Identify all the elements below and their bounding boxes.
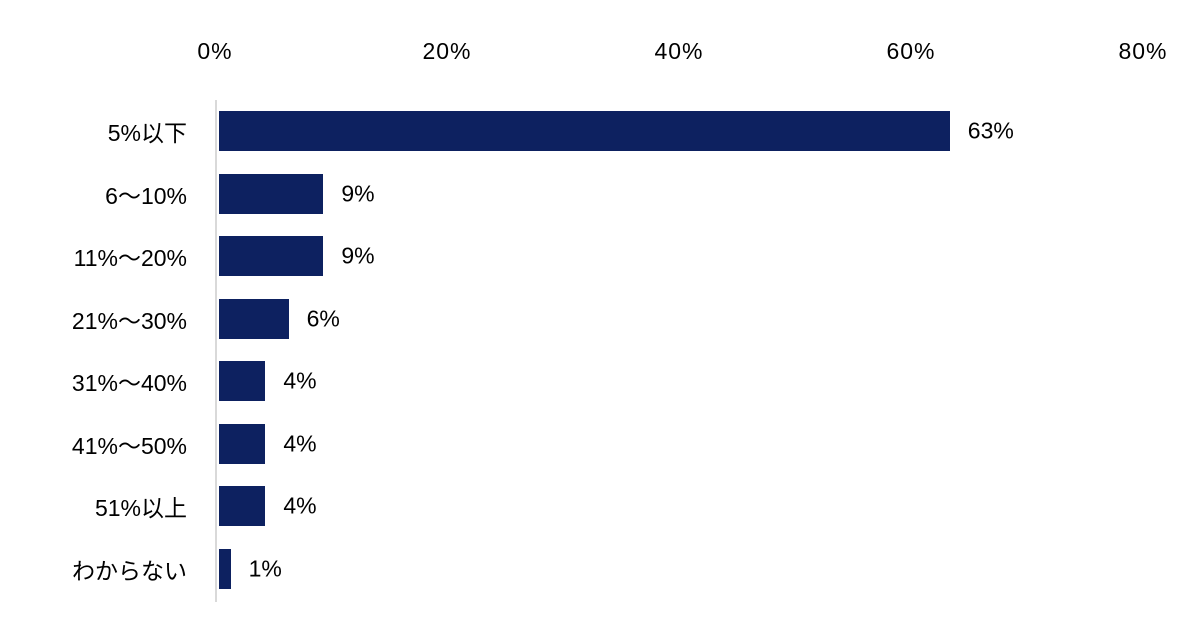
value-label: 1%	[248, 555, 282, 582]
x-axis-tick-label: 40%	[654, 38, 704, 64]
bar-row: 51%以上 4%	[0, 475, 1200, 538]
bar	[219, 423, 266, 464]
category-label: 6〜10%	[105, 182, 187, 209]
bar	[219, 548, 231, 589]
bar-row: 5%以下 63%	[0, 100, 1200, 163]
value-label: 6%	[306, 305, 340, 332]
bar-track: 4%	[217, 486, 1200, 527]
category-label: 51%以上	[94, 495, 187, 522]
category-label: 31%〜40%	[71, 370, 187, 397]
category-label: 41%〜50%	[71, 432, 187, 459]
bar-track: 63%	[217, 111, 1200, 152]
bar-row: 21%〜30% 6%	[0, 288, 1200, 351]
bar	[219, 111, 950, 152]
bar-row: 11%〜20% 9%	[0, 225, 1200, 288]
bar-row: わからない 1%	[0, 538, 1200, 601]
category-label: 11%〜20%	[73, 245, 187, 272]
category-label: 5%以下	[107, 120, 187, 147]
bar-track: 9%	[217, 236, 1200, 277]
bar-rows: 5%以下 63% 6〜10% 9% 11%〜20% 9% 21%〜30% 6% 31%〜40% 4…	[0, 100, 1200, 600]
category-label: 21%〜30%	[71, 307, 187, 334]
value-label: 4%	[283, 367, 317, 394]
x-axis-tick-label: 60%	[886, 38, 936, 64]
value-label: 63%	[967, 117, 1014, 144]
x-axis-tick-label: 80%	[1118, 38, 1168, 64]
bar-track: 4%	[217, 423, 1200, 464]
bar	[219, 361, 266, 402]
bar-row: 31%〜40% 4%	[0, 350, 1200, 413]
y-axis-line	[215, 100, 217, 602]
x-axis-tick-label: 0%	[197, 38, 233, 64]
value-label: 4%	[283, 430, 317, 457]
bar	[219, 236, 324, 277]
bar-row: 6〜10% 9%	[0, 163, 1200, 226]
value-label: 4%	[283, 492, 317, 519]
bar-track: 6%	[217, 298, 1200, 339]
bar-row: 41%〜50% 4%	[0, 413, 1200, 476]
x-axis-tick-label: 20%	[422, 38, 472, 64]
bar	[219, 298, 289, 339]
category-label: わからない	[72, 557, 187, 584]
bar-track: 4%	[217, 361, 1200, 402]
bar	[219, 486, 266, 527]
bar	[219, 173, 324, 214]
value-label: 9%	[341, 180, 375, 207]
bar-track: 1%	[217, 548, 1200, 589]
bar-track: 9%	[217, 173, 1200, 214]
value-label: 9%	[341, 242, 375, 269]
